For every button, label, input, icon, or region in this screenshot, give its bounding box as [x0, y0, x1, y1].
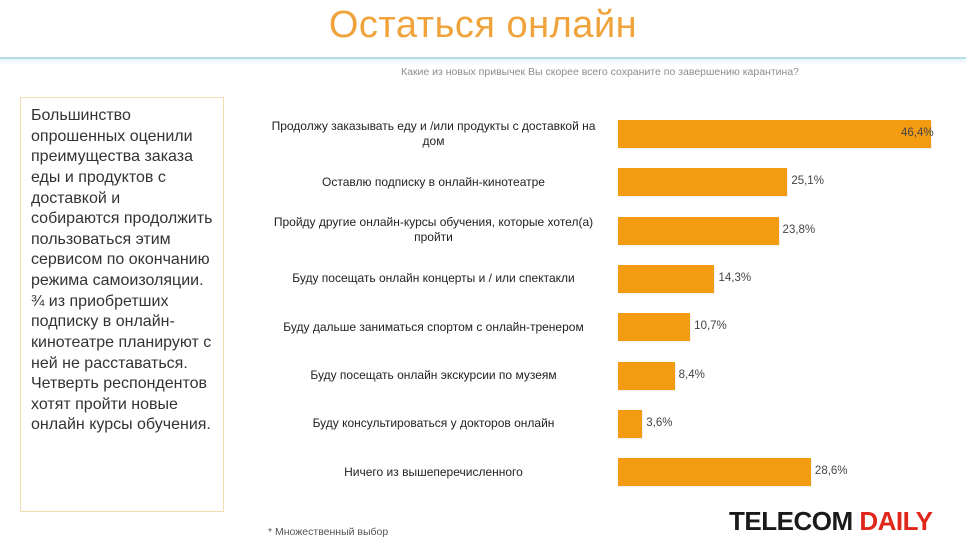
- category-label: Оставлю подписку в онлайн-кинотеатре: [322, 174, 545, 189]
- category-label: Буду дальше заниматься спортом с онлайн-…: [283, 319, 584, 334]
- bar: [618, 216, 779, 245]
- logo-part-daily: DAILY: [859, 506, 933, 536]
- page-title: Остаться онлайн: [328, 4, 638, 46]
- value-label: 28,6%: [814, 465, 848, 478]
- bar: [618, 264, 715, 293]
- bar: [618, 458, 811, 487]
- value-label: 10,7%: [694, 320, 727, 333]
- value-label: 46,4%: [901, 127, 934, 139]
- bar: [618, 313, 691, 342]
- chart-subtitle: Какие из новых привычек Вы скорее всего …: [400, 66, 800, 78]
- footnote: * Множественный выбор: [268, 526, 389, 538]
- bar: [618, 409, 643, 438]
- value-label: 25,1%: [791, 175, 824, 188]
- value-label: 8,4%: [678, 368, 705, 381]
- category-label: Буду консультироваться у докторов онлайн: [312, 416, 555, 431]
- logo-part-telecom: TELECOM: [729, 506, 853, 536]
- category-label: Буду посещать онлайн концерты и / или сп…: [292, 271, 575, 286]
- category-label: Продолжу заказывать еду и /или продукты …: [271, 118, 596, 148]
- category-label: Ничего из вышеперечисленного: [344, 464, 523, 479]
- category-label: Пройду другие онлайн-курсы обучения, кот…: [273, 215, 594, 245]
- header-divider: [0, 57, 966, 65]
- telecom-daily-logo: TELECOM DAILY: [729, 506, 933, 537]
- summary-box: Большинство опрошенных оценили преимущес…: [20, 97, 224, 512]
- category-label: Буду посещать онлайн экскурсии по музеям: [310, 368, 557, 382]
- value-label: 23,8%: [782, 223, 816, 236]
- value-label: 3,6%: [646, 416, 673, 429]
- value-label: 14,3%: [718, 271, 752, 284]
- bar: [618, 168, 788, 197]
- bar: [618, 120, 931, 148]
- bar: [618, 361, 675, 390]
- summary-text: Большинство опрошенных оценили преимущес…: [31, 107, 213, 434]
- chart-area: [244, 90, 966, 502]
